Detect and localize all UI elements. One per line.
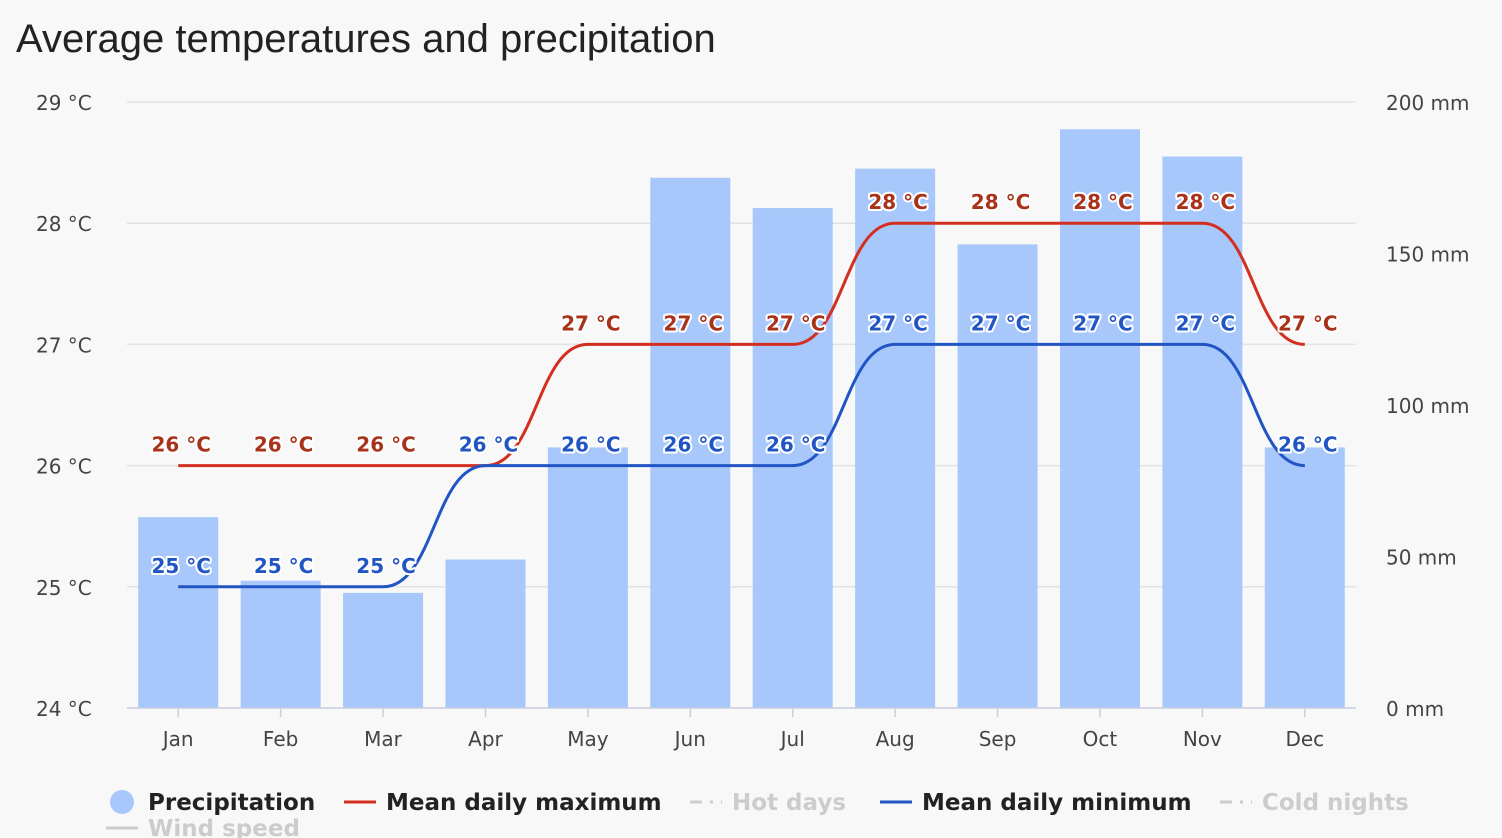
legend-item-cold-nights[interactable]: Cold nights (1220, 790, 1409, 816)
legend-label: Hot days (732, 790, 846, 816)
y-left-tick-label: 25 °C (36, 576, 92, 600)
data-label: 26 °C (561, 433, 620, 457)
legend-item-mean-daily-minimum[interactable]: Mean daily minimum (880, 790, 1192, 816)
precipitation-bar (547, 447, 628, 708)
data-label: 27 °C (1176, 311, 1235, 335)
chart-title: Average temperatures and precipitation (16, 17, 716, 61)
precipitation-bar (957, 244, 1038, 708)
y-left-tick-label: 24 °C (36, 697, 92, 721)
data-label: 26 °C (254, 433, 313, 457)
y-right-tick-label: 200 mm (1386, 91, 1470, 115)
x-tick-label: Nov (1183, 727, 1222, 751)
legend-item-precipitation[interactable]: Precipitation (110, 790, 315, 816)
data-labels: 26 °C 26 °C 26 °C 26 °C 27 °C 27 °C 27 °C 28 °C… (149, 188, 1339, 580)
data-label: 28 °C (868, 190, 927, 214)
data-label: 25 °C (151, 554, 210, 578)
y-right-tick-label: 0 mm (1386, 697, 1444, 721)
legend-item-hot-days[interactable]: Hot days (690, 790, 846, 816)
x-tick-label: Aug (876, 727, 915, 751)
y-right-tick-label: 150 mm (1386, 243, 1470, 267)
data-label: 28 °C (1176, 190, 1235, 214)
legend-symbol (110, 790, 134, 814)
legend-label: Mean daily minimum (922, 790, 1192, 816)
data-label: 27 °C (971, 311, 1030, 335)
x-tick-label: Mar (364, 727, 403, 751)
precipitation-bar (1162, 156, 1243, 709)
legend-label: Cold nights (1262, 790, 1409, 816)
legend-label: Wind speed (148, 816, 300, 838)
axes: 24 °C 25 °C 26 °C 27 °C 28 °C 29 °C 0 mm 50 mm 1… (36, 91, 1470, 751)
y-left-tick-label: 26 °C (36, 455, 92, 479)
x-tick-label: May (567, 727, 609, 751)
data-label: 26 °C (664, 433, 723, 457)
data-label: 28 °C (971, 190, 1030, 214)
y-right-tick-label: 50 mm (1386, 546, 1457, 570)
x-tick-label: Jul (779, 727, 805, 751)
x-tick-label: Oct (1083, 727, 1118, 751)
data-label: 26 °C (459, 433, 518, 457)
temperature-lines (178, 221, 1305, 589)
precipitation-bar (138, 517, 219, 708)
data-label: 28 °C (1073, 190, 1132, 214)
legend: Precipitation Mean daily maximum Hot days M… (106, 790, 1409, 838)
data-label: 27 °C (1278, 311, 1337, 335)
line-mean-daily-minimum (178, 342, 1305, 589)
data-label: 26 °C (459, 433, 518, 457)
x-tick-label: Sep (979, 727, 1017, 751)
precipitation-bar (445, 559, 526, 708)
data-label: 27 °C (1073, 311, 1132, 335)
legend-label: Mean daily maximum (386, 790, 662, 816)
y-left-tick-label: 27 °C (36, 333, 92, 357)
data-label: 26 °C (766, 433, 825, 457)
data-label: 25 °C (254, 554, 313, 578)
y-right-tick-label: 100 mm (1386, 394, 1470, 418)
precipitation-bar (650, 177, 731, 708)
precipitation-bar (240, 580, 321, 708)
x-tick-label: Feb (263, 727, 298, 751)
data-label: 27 °C (561, 311, 620, 335)
precipitation-bar (343, 592, 424, 708)
legend-label: Precipitation (148, 790, 315, 816)
precipitation-bar (1264, 447, 1345, 708)
data-label: 27 °C (868, 311, 927, 335)
data-label: 25 °C (356, 554, 415, 578)
data-label: 26 °C (356, 433, 415, 457)
legend-item-wind-speed[interactable]: Wind speed (106, 816, 300, 838)
line-mean-daily-maximum (178, 221, 1305, 468)
x-tick-label: Dec (1285, 727, 1324, 751)
data-label: 27 °C (766, 311, 825, 335)
x-tick-label: Jan (161, 727, 194, 751)
y-left-tick-label: 29 °C (36, 91, 92, 115)
precipitation-bars (138, 129, 1345, 709)
x-tick-label: Jun (673, 727, 706, 751)
legend-item-mean-daily-maximum[interactable]: Mean daily maximum (344, 790, 662, 816)
data-label: 26 °C (151, 433, 210, 457)
precipitation-bar (1059, 129, 1140, 708)
precipitation-bar (855, 168, 936, 708)
precipitation-bar (752, 208, 833, 709)
y-left-tick-label: 28 °C (36, 212, 92, 236)
data-label: 26 °C (1278, 433, 1337, 457)
data-label: 27 °C (664, 311, 723, 335)
x-tick-label: Apr (468, 727, 503, 751)
